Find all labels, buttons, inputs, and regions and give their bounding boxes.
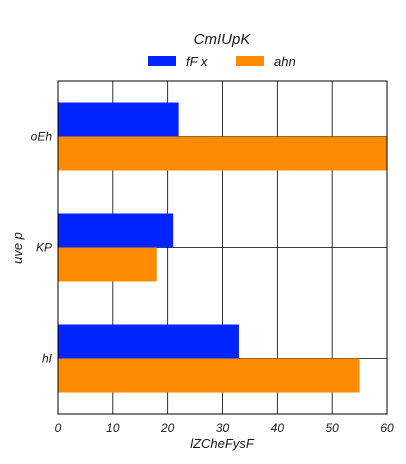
legend-swatch-fF-x: [148, 56, 176, 66]
x-tick-label: 30: [216, 421, 230, 435]
legend-label-ahn: ahn: [274, 54, 296, 69]
bar-fF-x-hI: [58, 324, 239, 359]
x-tick-label: 60: [380, 421, 394, 435]
bar-ahn-hI: [58, 358, 360, 393]
plot-frame: [57, 80, 388, 415]
y-axis: oEh KP hI: [31, 130, 53, 366]
y-tick-label: KP: [36, 241, 52, 255]
bar-ahn-oEh: [58, 136, 387, 171]
legend-label-fF-x: fF x: [186, 54, 208, 69]
chart-title: CmIUpK: [194, 31, 252, 48]
bar-fF-x-KP: [58, 213, 174, 248]
y-tick-label: oEh: [31, 130, 53, 144]
y-tick-label: hI: [42, 352, 53, 366]
legend-swatch-ahn: [236, 56, 264, 66]
bar-fF-x-oEh: [58, 102, 179, 137]
x-axis: 0 10 20 30 40 50 60: [55, 421, 394, 435]
bars: [58, 102, 387, 393]
y-axis-label: uve p: [10, 232, 25, 264]
x-tick-label: 0: [55, 421, 62, 435]
legend: fF x ahn: [148, 54, 296, 69]
bar-ahn-KP: [58, 247, 157, 282]
x-axis-label: lZCheFysF: [190, 436, 255, 451]
x-tick-label: 40: [271, 421, 285, 435]
x-tick-label: 20: [160, 421, 175, 435]
x-tick-label: 50: [325, 421, 339, 435]
x-tick-label: 10: [106, 421, 120, 435]
